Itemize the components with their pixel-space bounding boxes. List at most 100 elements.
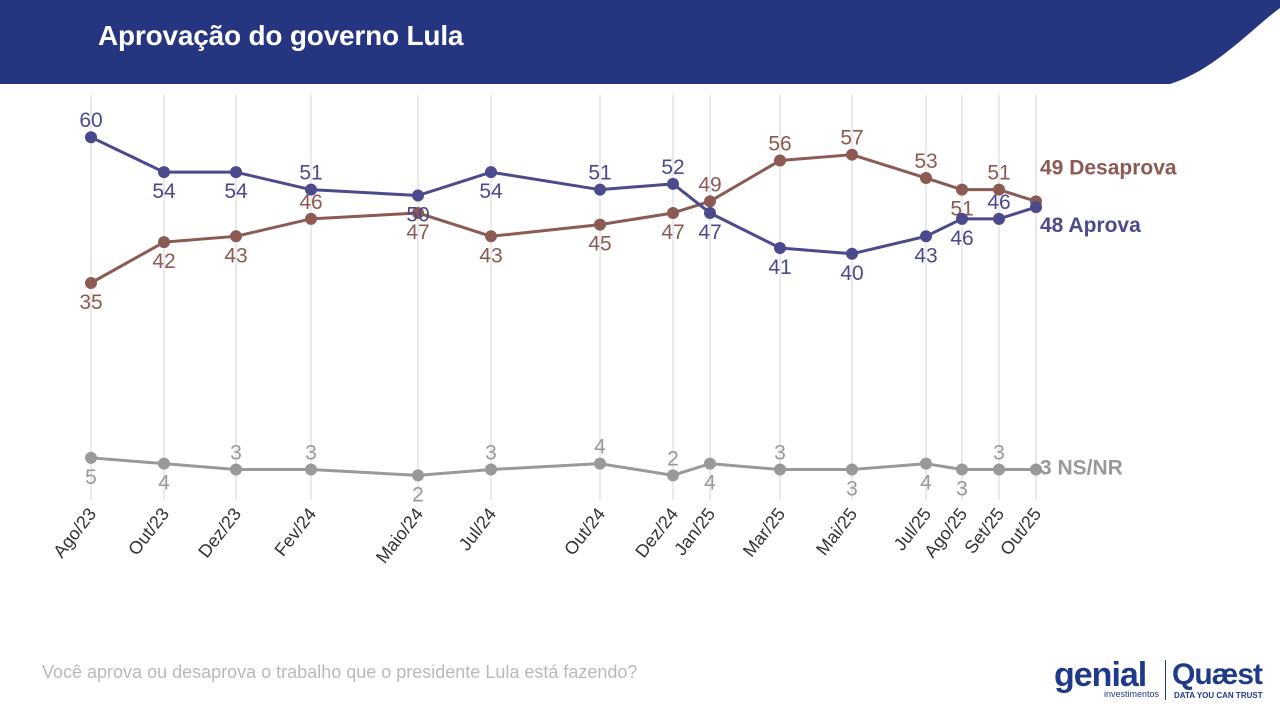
nsnr-point: [704, 457, 716, 470]
nsnr-data-label: 2: [412, 483, 424, 506]
nsnr-point: [956, 463, 968, 476]
logo-divider: [1165, 660, 1166, 700]
survey-question: Você aprova ou desaprova o trabalho que …: [42, 662, 638, 682]
aprova-point: [774, 241, 786, 254]
quaest-logo: Quæst DATA YOU CAN TRUST: [1172, 656, 1276, 706]
nsnr-point: [85, 451, 97, 464]
x-tick-label: Dez/24: [631, 504, 682, 561]
nsnr-point: [1030, 463, 1042, 476]
aprova-point: [704, 206, 716, 219]
nsnr-point: [774, 463, 786, 476]
x-tick-label: Ago/23: [49, 504, 100, 561]
x-tick-label: Jul/24: [455, 504, 500, 554]
aprova-point: [1030, 201, 1042, 214]
x-tick-label: Mai/25: [812, 504, 861, 559]
nsnr-data-label: 3: [956, 478, 968, 501]
desaprova-data-label: 45: [588, 233, 611, 256]
desaprova-point: [594, 218, 606, 231]
aprova-point: [85, 131, 97, 144]
aprova-point: [920, 230, 932, 243]
aprova-data-label: 46: [987, 191, 1010, 214]
aprova-point: [956, 212, 968, 225]
aprova-data-label: 54: [224, 180, 248, 203]
desaprova-data-label: 43: [479, 244, 502, 267]
genial-logo: genial investimentos: [1054, 655, 1164, 705]
nsnr-data-label: 4: [158, 472, 170, 495]
aprova-point: [305, 183, 317, 196]
aprova-point: [230, 166, 242, 179]
nsnr-data-label: 2: [667, 447, 679, 470]
desaprova-data-label: 42: [152, 250, 175, 273]
x-tick-label: Dez/23: [194, 504, 245, 561]
page-title: Aprovação do governo Lula: [98, 20, 464, 51]
desaprova-data-label: 56: [768, 133, 791, 156]
x-tick-label: Fev/24: [271, 504, 321, 560]
aprova-data-label: 40: [840, 262, 863, 285]
desaprova-point: [846, 148, 858, 161]
nsnr-point: [412, 469, 424, 482]
desaprova-data-label: 35: [79, 291, 102, 314]
quaest-logo-text: Quæst: [1172, 658, 1263, 691]
aprova-data-label: 43: [914, 244, 937, 267]
header-background: [0, 0, 1280, 84]
aprova-point: [667, 177, 679, 190]
desaprova-point: [85, 276, 97, 289]
desaprova-data-label: 43: [224, 244, 247, 267]
aprova-data-label: 51: [299, 162, 322, 185]
nsnr-point: [667, 469, 679, 482]
quaest-logo-subtext: DATA YOU CAN TRUST: [1174, 691, 1263, 700]
desaprova-data-label: 49: [698, 173, 721, 196]
genial-logo-subtext: investimentos: [1104, 689, 1160, 699]
nsnr-point: [230, 463, 242, 476]
aprova-point: [485, 166, 497, 179]
desaprova-data-label: 51: [987, 162, 1010, 185]
nsnr-point: [158, 457, 170, 470]
x-tick-label: Out/23: [124, 504, 173, 559]
aprova-data-label: 51: [588, 162, 611, 185]
desaprova-data-label: 46: [299, 191, 322, 214]
desaprova-point: [774, 154, 786, 167]
desaprova-point: [956, 183, 968, 196]
line-chart: Ago/23 Out/23 Dez/23 Fev/24 Maio/24 Jul/24 Out…: [49, 95, 1177, 567]
desaprova-point: [993, 183, 1005, 196]
aprova-data-label: 54: [152, 180, 176, 203]
aprova-data-label: 54: [479, 180, 503, 203]
nsnr-end-label: 3 NS/NR: [1040, 457, 1123, 480]
nsnr-data-label: 3: [485, 442, 497, 465]
x-tick-label: Maio/24: [372, 504, 427, 567]
nsnr-data-label: 3: [846, 478, 858, 501]
nsnr-data-label: 4: [704, 472, 716, 495]
desaprova-point: [704, 195, 716, 208]
aprova-point: [993, 212, 1005, 225]
aprova-point: [846, 247, 858, 260]
desaprova-data-label: 57: [840, 127, 863, 150]
aprova-end-label: 48 Aprova: [1040, 214, 1141, 237]
aprova-data-label: 52: [661, 156, 684, 179]
aprova-data-label: 41: [768, 256, 791, 279]
nsnr-data-label: 3: [230, 442, 242, 465]
nsnr-point: [846, 463, 858, 476]
aprova-data-label: 46: [950, 227, 973, 250]
desaprova-data-label: 51: [950, 198, 973, 221]
nsnr-data-label: 3: [993, 442, 1005, 465]
nsnr-data-label: 3: [305, 442, 317, 465]
aprova-data-label: 47: [698, 221, 721, 244]
desaprova-end-label: 49 Desaprova: [1040, 156, 1177, 179]
nsnr-point: [920, 457, 932, 470]
desaprova-point: [158, 236, 170, 249]
desaprova-data-label: 47: [661, 221, 684, 244]
desaprova-point: [485, 230, 497, 243]
desaprova-point: [667, 206, 679, 219]
nsnr-data-label: 3: [774, 442, 786, 465]
aprova-point: [158, 166, 170, 179]
desaprova-data-label: 47: [406, 221, 429, 244]
nsnr-point: [594, 457, 606, 470]
desaprova-point: [920, 172, 932, 185]
nsnr-data-label: 4: [594, 436, 606, 459]
genial-logo-text: genial: [1054, 656, 1147, 694]
x-tick-label: Out/25: [996, 504, 1045, 559]
aprova-data-label: 60: [79, 109, 102, 132]
nsnr-point: [485, 463, 497, 476]
x-tick-label: Mar/25: [739, 504, 789, 560]
desaprova-point: [412, 206, 424, 219]
